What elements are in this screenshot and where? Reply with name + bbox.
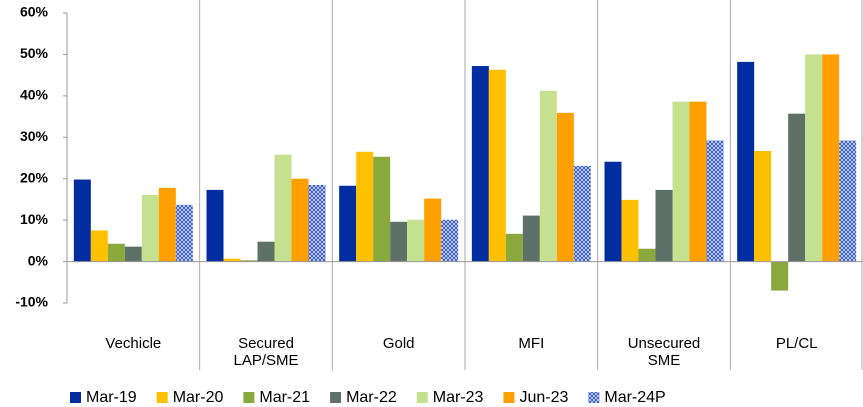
bar — [124, 246, 142, 262]
legend-label: Mar-19 — [86, 389, 137, 406]
bar — [689, 101, 707, 262]
bar — [73, 179, 91, 262]
x-tick-label: Vechicle — [105, 335, 161, 352]
bar — [771, 261, 789, 291]
legend-label: Mar-23 — [433, 389, 484, 406]
bar — [638, 248, 656, 262]
legend-label: Mar-24P — [604, 389, 665, 406]
bar — [175, 204, 193, 262]
y-tick-label: 20% — [20, 169, 49, 185]
x-tick-label: Unsecured SME — [628, 335, 701, 369]
y-tick-label: 50% — [20, 45, 49, 61]
bar — [471, 66, 489, 262]
bar — [522, 215, 540, 262]
bar — [441, 219, 459, 262]
bar — [788, 113, 806, 262]
bar — [240, 260, 258, 262]
bar — [390, 221, 408, 262]
bar — [257, 241, 275, 262]
bar — [407, 219, 425, 262]
bar — [308, 184, 326, 262]
y-tick-label: 0% — [28, 252, 49, 268]
x-tick-label: PL/CL — [776, 335, 818, 352]
bar — [655, 189, 673, 262]
bar — [737, 61, 755, 262]
legend-label: Mar-21 — [259, 389, 310, 406]
bar — [539, 90, 557, 262]
bar — [107, 243, 125, 262]
legend-label: Mar-22 — [346, 389, 397, 406]
bar — [822, 54, 840, 262]
legend-swatch — [243, 392, 255, 403]
legend-label: Jun-23 — [519, 389, 568, 406]
legend-swatch — [503, 392, 515, 403]
bar — [839, 140, 857, 262]
x-tick-label: Gold — [383, 335, 415, 352]
bar — [141, 194, 159, 262]
bar — [90, 230, 108, 262]
legend-swatch — [156, 392, 168, 403]
bar — [339, 185, 357, 262]
bar — [373, 156, 391, 262]
bar — [356, 151, 374, 262]
bar — [604, 161, 622, 262]
y-tick-label: -10% — [15, 294, 48, 310]
bar — [706, 140, 724, 262]
bar — [505, 233, 523, 262]
bar — [424, 198, 442, 262]
legend-swatch — [416, 392, 428, 403]
bar — [805, 54, 823, 262]
x-tick-label: MFI — [518, 335, 544, 352]
y-tick-label: 60% — [20, 4, 49, 20]
bar — [274, 154, 292, 262]
legend-swatch — [70, 392, 81, 403]
y-tick-label: 10% — [20, 211, 49, 227]
bar — [206, 189, 224, 262]
x-tick-label: Secured LAP/SME — [233, 335, 298, 369]
bar — [158, 187, 176, 262]
bar — [223, 258, 241, 262]
bar — [672, 101, 690, 262]
y-tick-label: 30% — [20, 128, 49, 144]
bar — [556, 112, 574, 262]
legend-swatch — [588, 392, 600, 403]
bar — [621, 199, 639, 262]
bar — [291, 178, 309, 262]
bar — [573, 165, 591, 262]
legend-label: Mar-20 — [173, 389, 224, 406]
y-tick-label: 40% — [20, 87, 49, 103]
bar — [488, 69, 506, 262]
bar — [754, 150, 772, 262]
legend-swatch — [330, 392, 342, 403]
